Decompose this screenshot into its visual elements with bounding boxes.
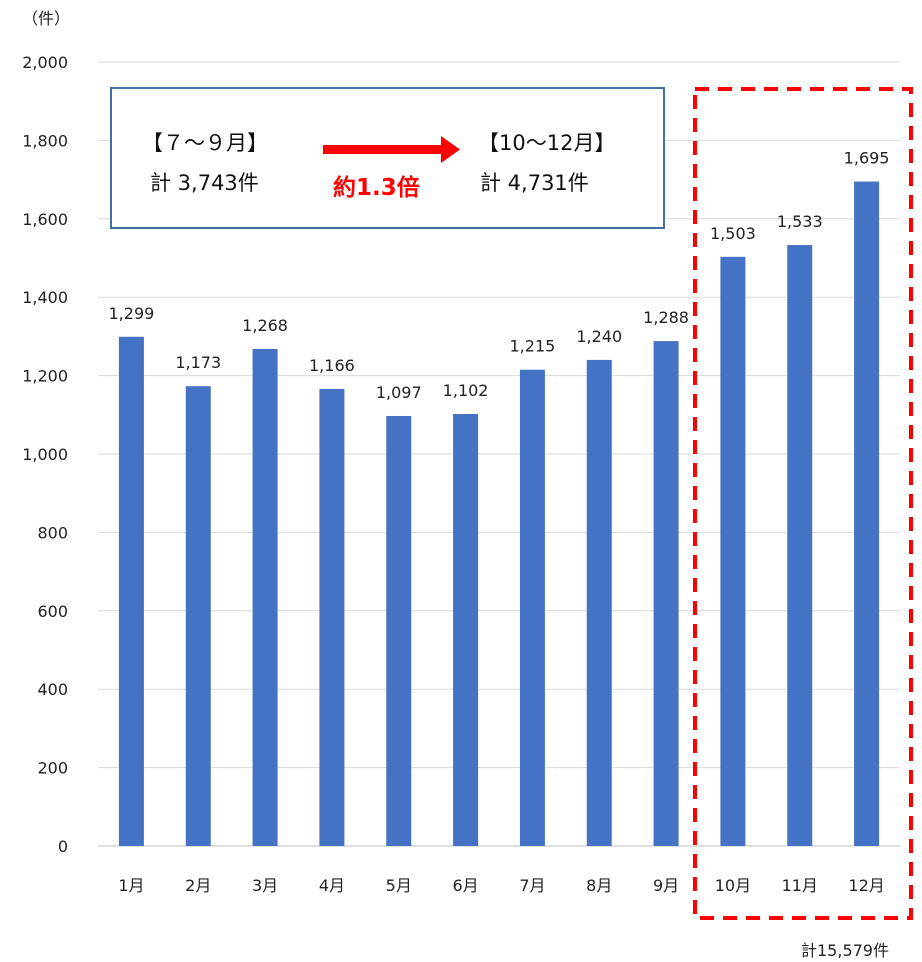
data-label: 1,215 (510, 337, 556, 356)
x-category-label: 1月 (118, 876, 144, 895)
data-label: 1,503 (710, 224, 756, 243)
annotation-box: 【７～９月】 計 3,743件 約1.3倍 【10～12月】 計 4,731件 (110, 87, 665, 229)
bar (118, 336, 144, 846)
right-period-total: 計 4,731件 (480, 171, 589, 195)
bar (586, 359, 612, 846)
y-tick-label: 1,800 (22, 131, 68, 150)
left-period-total: 計 3,743件 (150, 171, 259, 195)
bar (854, 181, 880, 846)
x-axis-category-labels: 1月 2月 3月 4月 5月 6月 7月 8月 9月 10月 11月 12月 (118, 876, 884, 895)
left-period-title: 【７～９月】 (142, 131, 268, 155)
ratio-label: 約1.3倍 (333, 174, 420, 201)
y-tick-label: 1,200 (22, 367, 68, 386)
bar (519, 369, 545, 846)
arrow-shaft (323, 145, 443, 154)
bar (252, 348, 278, 846)
bar (453, 414, 479, 846)
bar (185, 386, 211, 846)
data-label: 1,240 (576, 327, 622, 346)
data-label: 1,173 (175, 353, 221, 372)
bar (720, 256, 746, 847)
x-category-label: 11月 (782, 876, 818, 895)
x-category-label: 3月 (252, 876, 278, 895)
x-category-label: 8月 (586, 876, 612, 895)
x-category-label: 2月 (185, 876, 211, 895)
x-category-label: 7月 (519, 876, 545, 895)
y-tick-label: 800 (37, 523, 68, 542)
x-category-label: 6月 (452, 876, 478, 895)
data-label: 1,533 (777, 212, 823, 231)
data-labels: 1,299 1,173 1,268 1,166 1,097 1,102 1,215 1,240… (109, 149, 890, 402)
data-label: 1,097 (376, 383, 422, 402)
y-tick-label: 600 (37, 602, 68, 621)
data-label: 1,299 (109, 304, 155, 323)
data-label: 1,102 (443, 381, 489, 400)
bar (787, 245, 813, 847)
y-tick-label: 0 (58, 837, 68, 856)
data-label: 1,166 (309, 356, 355, 375)
bar-series (118, 181, 880, 847)
x-category-label: 4月 (319, 876, 345, 895)
x-category-label: 9月 (653, 876, 679, 895)
data-label: 1,695 (844, 149, 890, 168)
y-tick-label: 1,600 (22, 210, 68, 229)
bar (386, 415, 412, 846)
annotation-frame (110, 87, 665, 229)
arrow-head (441, 136, 460, 163)
x-category-label: 5月 (386, 876, 412, 895)
y-tick-label: 400 (37, 680, 68, 699)
y-tick-label: 200 (37, 759, 68, 778)
bar (653, 341, 679, 846)
highlight-box (693, 87, 913, 920)
y-tick-label: 1,400 (22, 288, 68, 307)
x-category-label: 10月 (715, 876, 751, 895)
y-tick-label: 1,000 (22, 445, 68, 464)
data-label: 1,268 (242, 316, 288, 335)
bar (319, 388, 345, 846)
x-category-label: 12月 (848, 876, 884, 895)
highlight-total-label: 計15,579件 (801, 941, 889, 960)
y-tick-label: 2,000 (22, 53, 68, 72)
data-label: 1,288 (643, 308, 689, 327)
y-axis-tick-labels: 0 200 400 600 800 1,000 1,200 1,400 1,600 1,800 2,… (22, 53, 68, 856)
right-period-title: 【10～12月】 (478, 131, 615, 155)
y-unit-label: （件） (22, 9, 70, 28)
